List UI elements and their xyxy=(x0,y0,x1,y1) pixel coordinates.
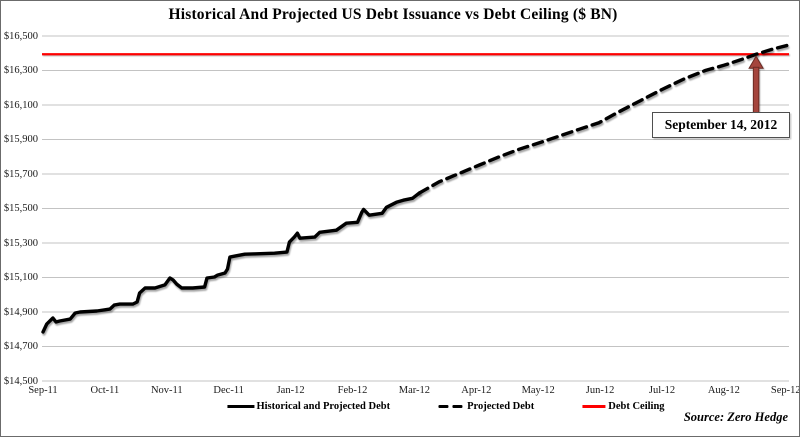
red-line-swatch-icon xyxy=(582,405,606,408)
solid-line-swatch-icon xyxy=(227,404,255,409)
x-tick-label: Jun-12 xyxy=(585,385,615,396)
y-tick-label: $15,700 xyxy=(3,168,38,180)
x-tick-label: Mar-12 xyxy=(398,385,431,396)
x-tick-label: Aug-12 xyxy=(707,385,740,396)
legend-item-ceiling: Debt Ceiling xyxy=(582,401,665,412)
x-tick-label: Nov-11 xyxy=(150,385,183,396)
annotation-label: September 14, 2012 xyxy=(664,117,778,132)
y-tick-label: $15,500 xyxy=(3,203,38,214)
legend-label-ceiling: Debt Ceiling xyxy=(608,401,665,412)
y-tick-label: $16,500 xyxy=(3,30,38,42)
legend-label-historical: Historical and Projected Debt xyxy=(256,401,391,412)
dashed-line-swatch-icon xyxy=(438,404,463,409)
y-tick-label: $15,300 xyxy=(3,237,38,249)
annotation-arrow-icon xyxy=(748,55,764,114)
chart-title: Historical And Projected US Debt Issuanc… xyxy=(168,6,618,23)
y-tick-label: $15,900 xyxy=(3,134,38,145)
x-tick-label: Feb-12 xyxy=(337,385,368,396)
source-credit: Source: Zero Hedge xyxy=(683,410,788,424)
y-tick-label: $16,300 xyxy=(3,65,38,76)
x-tick-label: Oct-11 xyxy=(90,385,120,396)
legend: Historical and Projected Debt Projected … xyxy=(227,401,665,412)
annotation-callout: September 14, 2012 xyxy=(652,112,790,138)
projected-debt-line xyxy=(417,43,791,195)
x-tick-label: Dec-11 xyxy=(213,385,244,396)
historical-debt-line xyxy=(41,191,422,334)
legend-item-projected: Projected Debt xyxy=(438,401,534,412)
y-tick-label: $14,700 xyxy=(3,341,38,352)
y-tick-label: $14,500 xyxy=(3,375,38,387)
y-tick-label: $15,100 xyxy=(3,272,38,283)
x-tick-label: Sep-11 xyxy=(28,385,58,396)
x-tick-label: Apr-12 xyxy=(461,385,492,396)
x-tick-label: May-12 xyxy=(521,385,555,396)
legend-label-projected: Projected Debt xyxy=(467,401,535,412)
legend-item-historical: Historical and Projected Debt xyxy=(227,401,390,412)
x-tick-label: Jan-12 xyxy=(276,385,305,396)
y-tick-label: $14,900 xyxy=(3,306,38,318)
x-tick-label: Sep-12 xyxy=(770,385,800,396)
x-tick-label: Jul-12 xyxy=(648,385,676,396)
y-tick-label: $16,100 xyxy=(3,99,38,111)
